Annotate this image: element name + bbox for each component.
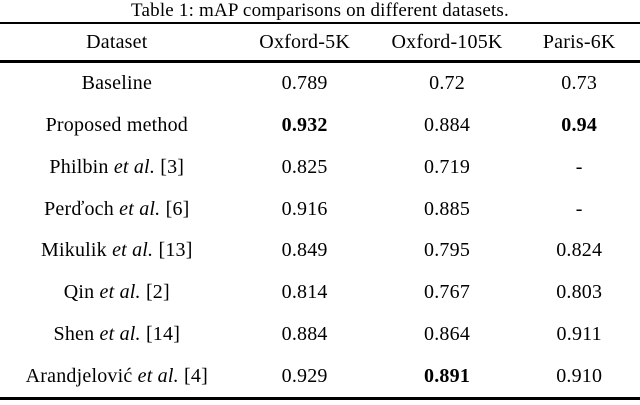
bottom-rule	[0, 397, 640, 400]
cell-oxford-105k: 0.891	[424, 364, 471, 387]
row-label: Perďoch et al. [6]	[0, 198, 234, 221]
citation-ref: [4]	[184, 364, 208, 387]
citation-ref: [13]	[158, 239, 193, 262]
et-al: et al.	[112, 239, 154, 262]
table-row: Shen et al. [14] 0.884 0.864 0.911	[0, 314, 640, 356]
et-al: et al.	[113, 155, 156, 178]
cell-paris-6k: 0.824	[556, 239, 603, 262]
cell-paris-6k: 0.94	[561, 114, 598, 137]
cell-oxford-5k: 0.929	[281, 364, 328, 387]
table-row: Proposed method 0.932 0.884 0.94	[0, 105, 640, 147]
cell-paris-6k: -	[575, 155, 583, 178]
table-row: Philbin et al. [3] 0.825 0.719 -	[0, 147, 640, 189]
method-name: Proposed method	[45, 114, 189, 137]
citation-ref: [6]	[165, 197, 190, 220]
cell-oxford-105k: 0.884	[424, 114, 471, 137]
cell-oxford-105k: 0.864	[424, 322, 471, 345]
citation-ref: [2]	[145, 281, 170, 304]
citation-ref: [3]	[160, 155, 185, 178]
cell-oxford-5k: 0.825	[281, 155, 328, 178]
row-label: Proposed method	[0, 114, 234, 137]
cell-oxford-105k: 0.885	[424, 197, 471, 220]
cell-oxford-105k: 0.767	[424, 281, 471, 304]
cell-oxford-5k: 0.884	[281, 322, 328, 345]
et-al: et al.	[99, 281, 141, 304]
column-header-dataset: Dataset	[86, 30, 148, 53]
method-name: Philbin	[49, 155, 109, 178]
cell-oxford-5k: 0.932	[281, 114, 328, 137]
cell-paris-6k: 0.911	[556, 322, 602, 345]
cell-oxford-5k: 0.814	[281, 281, 328, 304]
cell-oxford-5k: 0.916	[281, 197, 328, 220]
row-label: Arandjelović et al. [4]	[0, 365, 234, 388]
top-rule	[0, 22, 640, 24]
method-name: Qin	[63, 281, 95, 304]
citation-ref: [14]	[145, 322, 181, 345]
cell-oxford-105k: 0.719	[424, 155, 471, 178]
cell-paris-6k: 0.803	[556, 281, 603, 304]
cell-paris-6k: 0.910	[556, 364, 603, 387]
table-row: Mikulik et al. [13] 0.849 0.795 0.824	[0, 230, 640, 272]
table-row: Arandjelović et al. [4] 0.929 0.891 0.91…	[0, 355, 640, 397]
table-row: Baseline 0.789 0.72 0.73	[0, 63, 640, 105]
row-label: Philbin et al. [3]	[0, 156, 234, 179]
table-body: Baseline 0.789 0.72 0.73 Proposed method…	[0, 63, 640, 397]
column-header-oxford-5k: Oxford-5K	[259, 30, 350, 53]
header-rule	[0, 60, 640, 63]
method-name: Mikulik	[41, 239, 107, 262]
row-label: Qin et al. [2]	[0, 281, 234, 304]
column-header-oxford-105k: Oxford-105K	[391, 30, 503, 53]
cell-paris-6k: -	[575, 197, 583, 220]
table-row: Qin et al. [2] 0.814 0.767 0.803	[0, 272, 640, 314]
et-al: et al.	[99, 322, 141, 345]
et-al: et al.	[137, 364, 179, 387]
table-header-row: Dataset Oxford-5K Oxford-105K Paris-6K	[0, 24, 640, 60]
cell-oxford-105k: 0.72	[429, 72, 465, 95]
row-label: Shen et al. [14]	[0, 323, 234, 346]
method-name: Arandjelović	[25, 364, 133, 387]
row-label: Mikulik et al. [13]	[0, 239, 234, 262]
row-label: Baseline	[0, 72, 234, 95]
et-al: et al.	[119, 197, 161, 220]
cell-oxford-5k: 0.849	[281, 239, 328, 262]
table-caption: Table 1: mAP comparisons on different da…	[131, 0, 509, 21]
cell-oxford-5k: 0.789	[281, 72, 328, 95]
method-name: Perďoch	[44, 197, 114, 220]
column-header-paris-6k: Paris-6K	[542, 30, 616, 53]
cell-paris-6k: 0.73	[561, 72, 598, 95]
method-name: Shen	[53, 322, 95, 345]
cell-oxford-105k: 0.795	[424, 239, 471, 262]
table-row: Perďoch et al. [6] 0.916 0.885 -	[0, 188, 640, 230]
method-name: Baseline	[81, 72, 153, 95]
